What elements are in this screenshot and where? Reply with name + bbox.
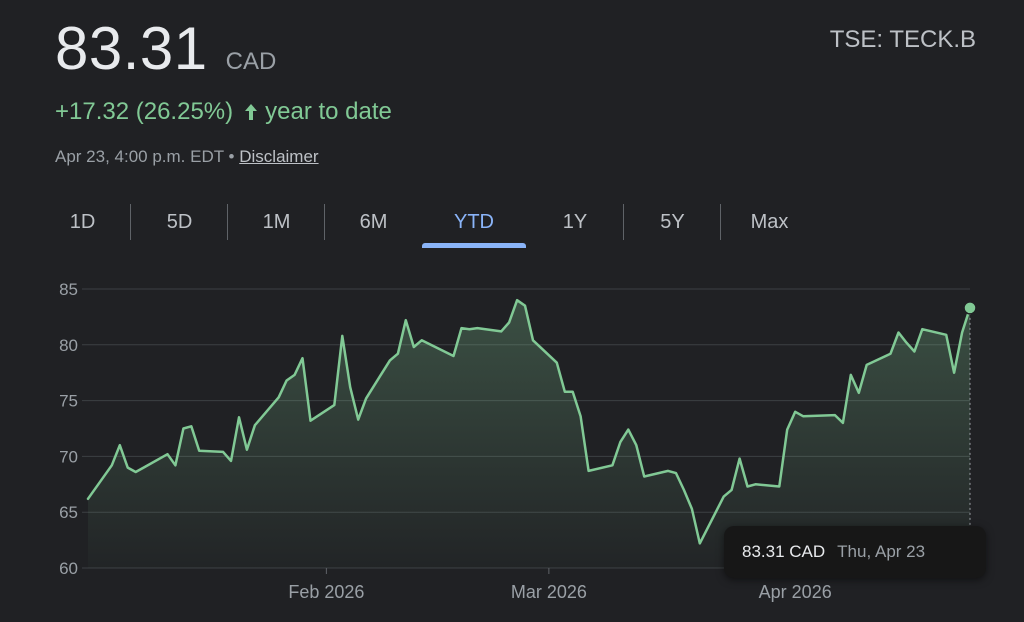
tab-1d[interactable]: 1D (34, 202, 131, 242)
tab-label: 1M (262, 210, 291, 233)
y-tick-label: 75 (59, 392, 78, 411)
y-tick-label: 85 (59, 280, 78, 299)
tab-label: 1D (69, 210, 96, 233)
y-tick-label: 80 (59, 336, 78, 355)
tab-1y[interactable]: 1Y (526, 202, 624, 242)
price-line (86, 298, 972, 545)
quote-timestamp: Apr 23, 4:00 p.m. EDT • (55, 147, 235, 166)
x-tick-label: Apr 2026 (759, 582, 832, 602)
current-price: 83.31 (55, 15, 208, 82)
tab-label: 5D (166, 210, 193, 233)
range-tabs: 1D 5D 1M 6M YTD 1Y 5Y Max (34, 202, 818, 248)
y-tick-label: 60 (59, 559, 78, 578)
ticker-symbol: TSE: TECK.B (829, 26, 976, 53)
y-tick-label: 65 (59, 503, 78, 522)
tab-5d[interactable]: 5D (131, 202, 228, 242)
price-chart[interactable]: 85 80 75 70 65 60 Feb 2026 Mar 2026 Apr 2026 (0, 262, 1024, 622)
tooltip-date: Thu, Apr 23 (837, 542, 926, 561)
y-tick-label: 70 (59, 447, 78, 466)
price-area (88, 300, 970, 568)
tab-1m[interactable]: 1M (228, 202, 325, 242)
tab-label: Max (750, 210, 789, 233)
tab-label: 6M (359, 210, 388, 233)
x-tick-label: Feb 2026 (288, 582, 364, 602)
price-change: +17.32 (26.25%) year to date (55, 98, 392, 126)
tab-max[interactable]: Max (721, 202, 818, 242)
tab-label: 5Y (660, 210, 685, 233)
tooltip-value: 83.31 CAD (742, 542, 826, 561)
tab-5y[interactable]: 5Y (624, 202, 721, 242)
tab-6m[interactable]: 6M (325, 202, 422, 242)
disclaimer-link[interactable]: Disclaimer (239, 147, 319, 166)
current-point-marker (963, 301, 977, 315)
arrow-up-icon (243, 103, 259, 121)
currency-label: CAD (225, 48, 277, 75)
change-value: +17.32 (26.25%) (55, 98, 234, 125)
chart-tooltip: 83.31 CAD Thu, Apr 23 (724, 526, 986, 578)
tab-label: 1Y (562, 210, 588, 233)
change-period: year to date (265, 98, 392, 125)
tab-ytd[interactable]: YTD (422, 202, 526, 248)
tab-label: YTD (454, 210, 494, 233)
x-tick-label: Mar 2026 (511, 582, 587, 602)
quote-meta: Apr 23, 4:00 p.m. EDT • Disclaimer (55, 147, 319, 167)
price-header: 83.31 CAD (55, 14, 276, 83)
